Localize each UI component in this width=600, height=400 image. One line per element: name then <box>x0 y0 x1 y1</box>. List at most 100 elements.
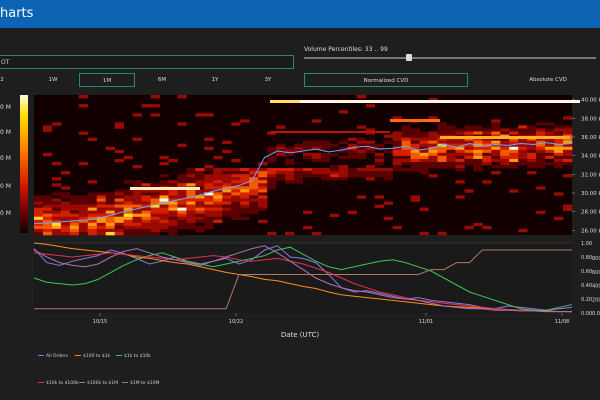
legend-item[interactable]: $100k to $1M <box>79 381 118 386</box>
legend-item[interactable]: $100 to $1k <box>75 354 110 359</box>
heatmap-cell <box>150 213 160 218</box>
heatmap-cell <box>114 125 124 129</box>
heatmap-cell <box>231 177 241 181</box>
volume-axis-label: 800.00 m <box>592 256 600 262</box>
heatmap-cell <box>473 152 483 157</box>
heatmap-cell <box>34 198 44 202</box>
legend-item[interactable]: $1M to $10M <box>122 381 159 386</box>
heatmap-cell <box>42 210 53 214</box>
symbol-input[interactable]: OT <box>0 55 294 69</box>
heatmap-cell <box>329 168 340 172</box>
heatmap-cell <box>222 174 232 178</box>
heatmap-cell <box>51 122 62 126</box>
price-axis-label: 34.00 k <box>581 154 600 160</box>
heatmap-cell <box>491 146 501 151</box>
timeframe-1m-button[interactable]: 1M <box>79 73 135 87</box>
heatmap-cell <box>177 225 187 230</box>
timeframe-button[interactable]: 2 <box>0 77 4 83</box>
heatmap-cell <box>329 165 340 169</box>
heatmap-cell <box>320 152 331 157</box>
heatmap-cell <box>150 207 160 211</box>
heatmap-cell <box>455 146 465 151</box>
heatmap-cell <box>177 210 187 214</box>
heatmap-cell <box>87 219 98 224</box>
heatmap-cell <box>473 128 483 132</box>
heatmap-cell <box>365 149 376 154</box>
heatmap-cell <box>141 198 151 202</box>
heatmap-cell <box>60 216 71 221</box>
cvd-axis-label: 0.60 <box>581 269 592 275</box>
heatmap-cell <box>509 165 519 169</box>
heatmap-cell <box>51 210 62 214</box>
heatmap-cell <box>473 137 483 141</box>
heatmap-cell <box>240 171 250 175</box>
legend-item[interactable]: $1k to $10k <box>116 354 151 359</box>
heatmap-cell <box>222 171 232 175</box>
legend-item[interactable]: All Orders <box>38 354 68 359</box>
heatmap-cell <box>446 125 456 129</box>
heatmap-cell <box>554 161 564 166</box>
heatmap-cell <box>464 158 474 163</box>
heatmap-cell <box>410 140 420 144</box>
timeframe-1w-button[interactable]: 1W <box>48 77 58 83</box>
normalized-cvd-button[interactable]: Normalized CVD <box>304 73 468 87</box>
heatmap-cell <box>473 131 483 135</box>
absolute-cvd-button[interactable]: Absolute CVD <box>529 77 567 83</box>
cvd-series-line <box>33 245 572 313</box>
heatmap-cell <box>96 192 107 196</box>
heatmap-cell <box>500 125 510 129</box>
heatmap-cell <box>132 222 142 227</box>
heatmap-cell <box>437 231 447 236</box>
heatmap-cell <box>69 219 80 224</box>
heatmap-cell <box>204 210 214 214</box>
heatmap-cell <box>392 146 402 151</box>
slider-handle[interactable] <box>406 54 412 61</box>
heatmap-cell <box>437 146 447 151</box>
heatmap-cell <box>249 189 259 193</box>
legend-item[interactable]: $10k to $100k <box>38 381 79 386</box>
heatmap-cell <box>186 225 196 230</box>
timeframe-1y-button[interactable]: 1Y <box>211 77 219 83</box>
heatmap-cell <box>105 192 115 196</box>
heatmap-cell <box>114 219 124 224</box>
heatmap-cell <box>159 219 169 224</box>
heatmap-cell <box>204 204 214 208</box>
volume-percentiles-slider[interactable] <box>304 57 596 59</box>
heatmap-cell <box>500 161 510 166</box>
heatmap-cell <box>320 155 331 160</box>
heatmap-cell <box>356 174 367 178</box>
heatmap-cell <box>159 198 169 202</box>
heatmap-cell <box>320 171 331 175</box>
heatmap-cell <box>374 180 384 184</box>
heatmap-cell <box>96 201 107 205</box>
timeframe-6m-button[interactable]: 6M <box>157 77 167 83</box>
heatmap-cell <box>392 158 402 163</box>
heatmap-cell <box>338 140 349 144</box>
heatmap-cell <box>132 231 142 236</box>
heatmap-cell <box>87 222 98 227</box>
heatmap-cell <box>78 219 89 224</box>
heatmap-cell <box>329 183 340 187</box>
heatmap-cell <box>303 140 313 144</box>
heatmap-cell <box>329 177 340 181</box>
timeframe-3y-button[interactable]: 3Y <box>264 77 272 83</box>
heatmap-cell <box>410 165 420 169</box>
heatmap-cell <box>240 201 250 205</box>
heatmap-cell <box>34 216 44 221</box>
heatmap-cell <box>159 210 169 214</box>
heatmap-cell <box>159 174 169 178</box>
heatmap-cell <box>213 219 223 224</box>
heatmap-cell <box>285 171 295 175</box>
heatmap-cell <box>78 198 89 202</box>
heatmap-cell <box>177 231 187 236</box>
heatmap-cell <box>410 149 420 154</box>
heatmap-cell <box>347 168 358 172</box>
heatmap-cell <box>42 207 53 211</box>
heatmap-cell <box>347 174 358 178</box>
heatmap-cell <box>240 183 250 187</box>
heatmap-cell <box>285 168 295 172</box>
heatmap-cell <box>365 143 376 148</box>
heatmap-cell <box>231 204 241 208</box>
heatmap-cell <box>455 152 465 157</box>
